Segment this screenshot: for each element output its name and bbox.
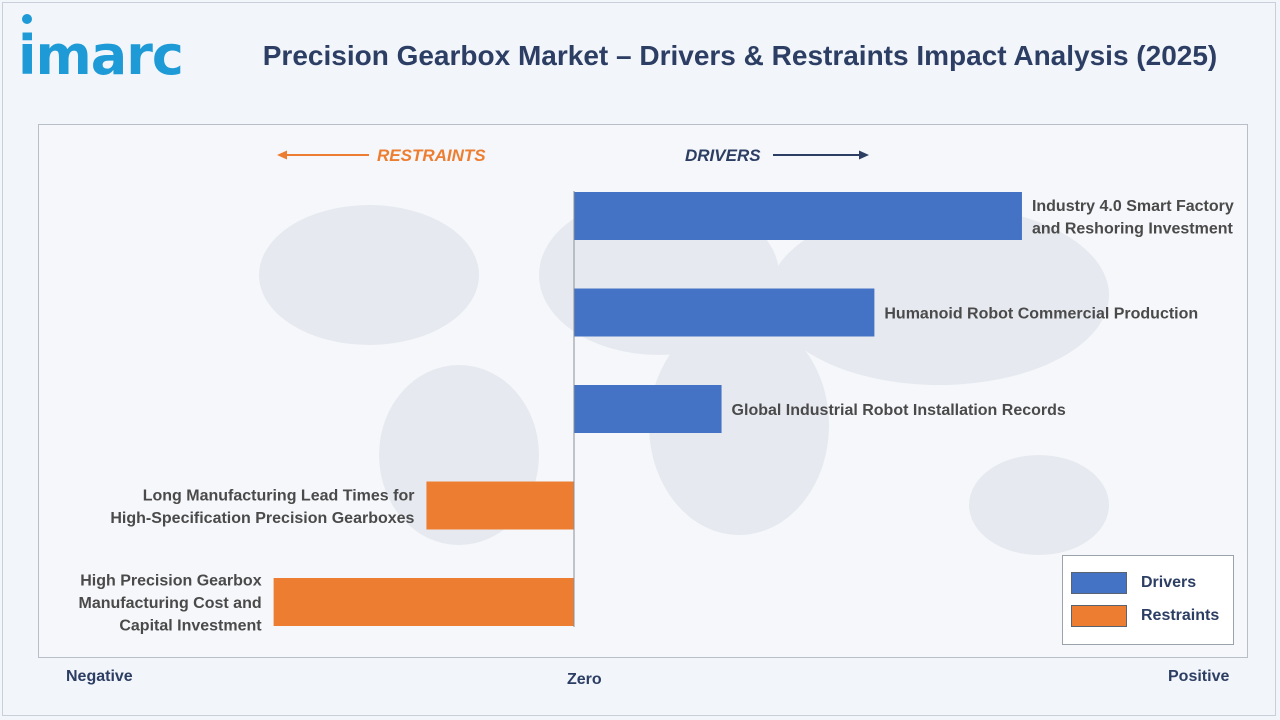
logo-text: imarc — [18, 24, 184, 87]
bar-2 — [574, 288, 875, 337]
legend-label-drivers: Drivers — [1141, 574, 1197, 591]
legend-item-restraints: Restraints — [1071, 605, 1219, 627]
map-background-shape — [969, 455, 1109, 555]
map-background-shape — [649, 315, 829, 535]
page-title: Precision Gearbox Market – Drivers & Res… — [262, 40, 1218, 71]
bar-5 — [273, 578, 574, 626]
bar-1 — [574, 192, 1022, 240]
bar-3 — [574, 385, 722, 433]
imarc-logo: imarc — [18, 14, 208, 87]
bar-1-label-line-1: Industry 4.0 Smart Factory — [1032, 198, 1234, 215]
impact-bar-chart: RESTRAINTS DRIVERS Industry 4.0 Smart Fact… — [79, 146, 1234, 635]
logo-dot-icon — [22, 14, 32, 24]
drivers-direction-label: DRIVERS — [685, 146, 761, 165]
axis-label-negative: Negative — [66, 668, 133, 685]
bar-5-label-line-3: Capital Investment — [119, 618, 262, 635]
axis-label-zero: Zero — [567, 671, 602, 688]
axis-label-positive: Positive — [1168, 668, 1230, 685]
restraints-arrowhead-icon — [277, 150, 287, 160]
bar-5-label-line-2: Manufacturing Cost and — [79, 595, 262, 612]
chart-legend: Drivers Restraints — [1062, 555, 1234, 645]
drivers-arrowhead-icon — [859, 150, 869, 160]
bar-1-label-line-2: and Reshoring Investment — [1032, 220, 1234, 237]
bar-4-label-line-2: High-Specification Precision Gearboxes — [110, 510, 414, 527]
map-background-shape — [769, 205, 1109, 385]
bar-2-label-line-1: Humanoid Robot Commercial Production — [884, 306, 1198, 323]
legend-swatch-drivers — [1071, 572, 1127, 594]
bar-3-label-line-1: Global Industrial Robot Installation Rec… — [732, 402, 1066, 419]
restraints-direction-label: RESTRAINTS — [377, 146, 486, 165]
legend-label-restraints: Restraints — [1141, 607, 1220, 624]
legend-item-drivers: Drivers — [1071, 572, 1196, 594]
bar-4-label-line-1: Long Manufacturing Lead Times for — [143, 487, 415, 504]
map-background-shape — [259, 205, 479, 345]
chart-area: RESTRAINTS DRIVERS Industry 4.0 Smart Fact… — [38, 124, 1248, 658]
legend-swatch-restraints — [1071, 605, 1127, 627]
bar-4 — [426, 481, 574, 530]
bar-5-label-line-1: High Precision Gearbox — [80, 573, 261, 590]
